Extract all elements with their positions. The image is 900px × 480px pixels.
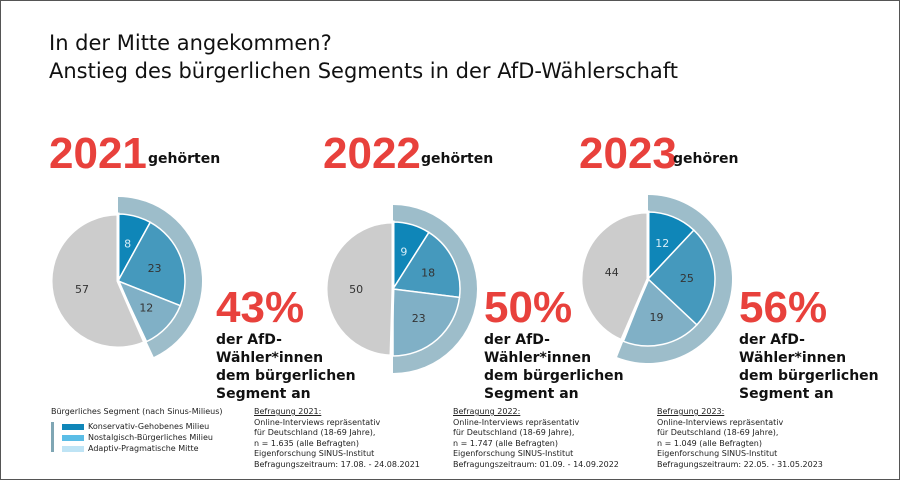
description-2023: der AfD- Wähler*innen dem bürgerlichen Segm… (739, 331, 879, 403)
slice-rest-2022 (324, 220, 395, 358)
survey-line: n = 1.049 (alle Befragten) (657, 438, 762, 448)
year-word-2023: gehören (673, 151, 739, 167)
desc-line: Wähler*innen (484, 350, 592, 366)
legend-title: Bürgerliches Segment (nach Sinus-Milieus… (51, 407, 223, 416)
legend-swatch (62, 423, 84, 430)
year-word-2022: gehörten (421, 151, 494, 167)
survey-line: Eigenforschung SINUS-Institut (453, 449, 574, 458)
survey-line: Befragungszeitraum: 22.05. - 31.05.2023 (657, 459, 823, 469)
survey-line: Eigenforschung SINUS-Institut (657, 449, 778, 458)
desc-line: dem bürgerlichen (216, 368, 356, 384)
slice-label-adaptiv-2023: 19 (649, 311, 663, 324)
survey-line: n = 1.747 (alle Befragten) (453, 438, 558, 448)
slice-nostalgisch-2021 (116, 221, 186, 307)
slice-label-adaptiv-2022: 23 (412, 312, 426, 325)
description-2021: der AfD- Wähler*innen dem bürgerlichen Segm… (216, 331, 356, 403)
segment-total-2022: 50% (484, 283, 573, 332)
survey-line: Online-Interviews repräsentativ (254, 417, 381, 427)
legend-item-konservativ: Konservativ-Gehobenes Milieu (62, 422, 209, 431)
legend-label: Konservativ-Gehobenes Milieu (88, 422, 210, 431)
description-2022: der AfD- Wähler*innen dem bürgerlichen Segm… (484, 331, 624, 403)
slice-label-nostalgisch-2023: 25 (680, 272, 694, 285)
survey-heading: Befragung 2021: (254, 407, 322, 416)
year-2021: 2021 (49, 129, 147, 178)
survey-line: Online-Interviews repräsentativ (657, 417, 784, 427)
slice-rest-2023 (579, 210, 650, 343)
desc-line: Segment an (484, 386, 579, 402)
desc-line: dem bürgerlichen (484, 368, 624, 384)
survey-line: Befragungszeitraum: 17.08. - 24.08.2021 (254, 459, 420, 469)
survey-info-2021: Befragung 2021: Online-Interviews repräs… (254, 407, 420, 470)
slice-adaptiv-2022 (392, 288, 461, 357)
slice-label-konservativ-2021: 8 (124, 237, 131, 250)
survey-heading: Befragung 2023: (657, 407, 725, 416)
slice-adaptiv-2021 (116, 279, 182, 343)
title-line-1: In der Mitte angekommen? (49, 31, 332, 55)
slice-label-rest-2023: 44 (605, 266, 619, 279)
year-2022: 2022 (323, 129, 421, 178)
survey-info-2023: Befragung 2023: Online-Interviews repräs… (657, 407, 823, 470)
desc-line: dem bürgerlichen (739, 368, 879, 384)
slice-label-nostalgisch-2022: 18 (421, 266, 435, 279)
slice-rest-2021 (49, 212, 147, 350)
slice-label-rest-2022: 50 (349, 283, 363, 296)
desc-line: der AfD- (739, 332, 805, 348)
legend-label: Adaptiv-Pragmatische Mitte (88, 444, 199, 453)
slice-label-rest-2021: 57 (75, 283, 89, 296)
year-word-2021: gehörten (148, 151, 221, 167)
title-line-2: Anstieg des bürgerlichen Segments in der… (49, 59, 679, 83)
survey-line: für Deutschland (18-69 Jahre), (657, 428, 779, 437)
survey-line: für Deutschland (18-69 Jahre), (453, 428, 575, 437)
segment-total-2023: 56% (739, 283, 828, 332)
slice-label-adaptiv-2021: 12 (139, 302, 153, 315)
slice-nostalgisch-2022 (391, 231, 461, 299)
desc-line: Segment an (739, 386, 834, 402)
slice-label-konservativ-2022: 9 (400, 246, 407, 259)
year-2023: 2023 (579, 129, 677, 178)
legend-swatch (62, 445, 84, 452)
legend-item-nostalgisch: Nostalgisch-Bürgerliches Milieu (62, 433, 213, 442)
desc-line: der AfD- (216, 332, 282, 348)
slice-nostalgisch-2023 (646, 229, 716, 326)
legend-item-adaptiv: Adaptiv-Pragmatische Mitte (62, 444, 199, 453)
legend-swatch (62, 434, 84, 441)
survey-info-2022: Befragung 2022: Online-Interviews repräs… (453, 407, 619, 470)
slice-label-nostalgisch-2021: 23 (148, 262, 162, 275)
legend-bracket (51, 422, 54, 452)
desc-line: Wähler*innen (739, 350, 847, 366)
segment-total-2021: 43% (216, 283, 305, 332)
survey-heading: Befragung 2022: (453, 407, 521, 416)
desc-line: der AfD- (484, 332, 550, 348)
survey-line: Befragungszeitraum: 01.09. - 14.09.2022 (453, 459, 619, 469)
survey-line: für Deutschland (18-69 Jahre), (254, 428, 376, 437)
survey-line: n = 1.635 (alle Befragten) (254, 438, 359, 448)
slice-label-konservativ-2023: 12 (655, 237, 669, 250)
legend-label: Nostalgisch-Bürgerliches Milieu (88, 433, 213, 442)
survey-line: Online-Interviews repräsentativ (453, 417, 580, 427)
survey-line: Eigenforschung SINUS-Institut (254, 449, 375, 458)
desc-line: Segment an (216, 386, 311, 402)
desc-line: Wähler*innen (216, 350, 324, 366)
